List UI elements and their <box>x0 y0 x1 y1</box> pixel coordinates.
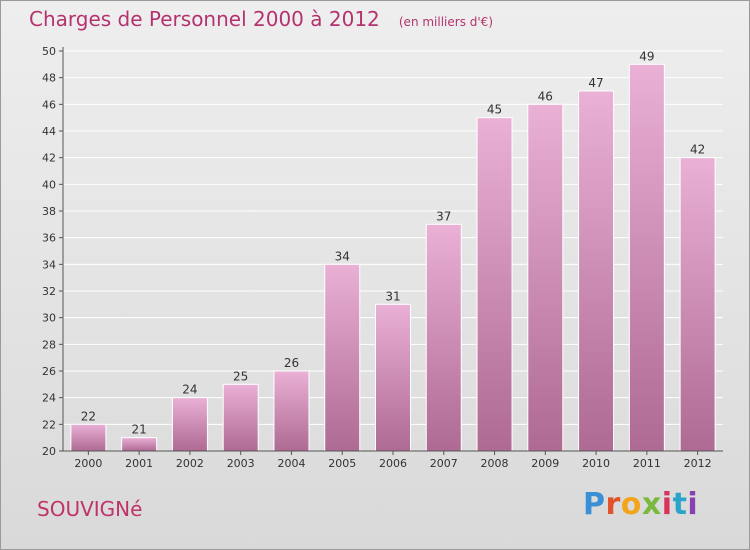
y-tick-label: 20 <box>42 445 56 458</box>
x-tick-label: 2010 <box>582 457 610 470</box>
bar-2007 <box>425 223 462 452</box>
chart-subtitle: (en milliers d'€) <box>398 15 493 29</box>
bar-value-label: 42 <box>690 143 705 157</box>
x-tick-label: 2009 <box>531 457 559 470</box>
bar-value-label: 45 <box>487 103 502 117</box>
title-row: Charges de Personnel 2000 à 2012 (en mil… <box>29 7 493 31</box>
bar-2004 <box>273 370 310 452</box>
bar-value-label: 25 <box>233 369 248 383</box>
x-tick-label: 2003 <box>227 457 255 470</box>
y-tick-label: 26 <box>42 365 56 378</box>
logo-letter: i <box>661 487 673 522</box>
x-tick-label: 2005 <box>328 457 356 470</box>
logo-letter: i <box>687 487 699 522</box>
bar-2001 <box>121 437 158 452</box>
bar-value-label: 26 <box>284 356 299 370</box>
bar-2012 <box>679 157 716 452</box>
y-tick-label: 44 <box>42 125 56 138</box>
bar-2002 <box>171 397 208 452</box>
logo-letter: o <box>620 487 642 522</box>
y-tick-label: 28 <box>42 338 56 351</box>
bar-value-label: 24 <box>182 383 197 397</box>
logo-letter: t <box>672 487 688 522</box>
bar-2003 <box>222 383 259 452</box>
y-tick-label: 24 <box>42 392 56 405</box>
y-tick-label: 40 <box>42 178 56 191</box>
bar-value-label: 47 <box>588 76 603 90</box>
x-tick-label: 2002 <box>176 457 204 470</box>
y-tick-label: 48 <box>42 72 56 85</box>
bar-2011 <box>628 63 665 452</box>
y-tick-label: 38 <box>42 205 56 218</box>
x-tick-label: 2000 <box>74 457 102 470</box>
bar-2010 <box>578 90 615 452</box>
y-tick-label: 42 <box>42 152 56 165</box>
bar-value-label: 22 <box>81 409 96 423</box>
y-tick-label: 32 <box>42 285 56 298</box>
commune-name: SOUVIGNé <box>37 497 143 521</box>
x-tick-label: 2007 <box>430 457 458 470</box>
labels: 20 22 24 26 28 30 32 34 36 38 40 42 44 46 48 50 2000 22 20… <box>42 45 712 470</box>
x-tick-label: 2001 <box>125 457 153 470</box>
x-tick-label: 2004 <box>277 457 305 470</box>
bar-value-label: 37 <box>436 209 451 223</box>
y-tick-label: 36 <box>42 232 56 245</box>
x-tick-label: 2008 <box>481 457 509 470</box>
bars <box>70 63 716 452</box>
x-tick-label: 2006 <box>379 457 407 470</box>
bar-value-label: 46 <box>538 89 553 103</box>
bar-2005 <box>324 263 361 452</box>
y-tick-label: 46 <box>42 98 56 111</box>
y-tick-label: 30 <box>42 312 56 325</box>
y-tick-label: 50 <box>42 45 56 58</box>
logo-letter: x <box>641 487 662 522</box>
x-tick-label: 2011 <box>633 457 661 470</box>
y-tick-label: 22 <box>42 418 56 431</box>
axes <box>59 47 723 455</box>
bar-2000 <box>70 423 107 452</box>
logo-letter: P <box>583 487 606 522</box>
chart-title: Charges de Personnel 2000 à 2012 <box>29 7 380 31</box>
bar-value-label: 49 <box>639 49 654 63</box>
bar-value-label: 21 <box>132 423 147 437</box>
bar-2008 <box>476 117 513 452</box>
x-tick-label: 2012 <box>684 457 712 470</box>
y-tick-label: 34 <box>42 258 56 271</box>
bar-2009 <box>527 103 564 452</box>
bar-value-label: 34 <box>335 249 350 263</box>
logo-letter: r <box>605 487 621 522</box>
bar-value-label: 31 <box>385 289 400 303</box>
bar-2006 <box>375 303 411 452</box>
proxiti-logo: Proxiti <box>583 487 698 522</box>
